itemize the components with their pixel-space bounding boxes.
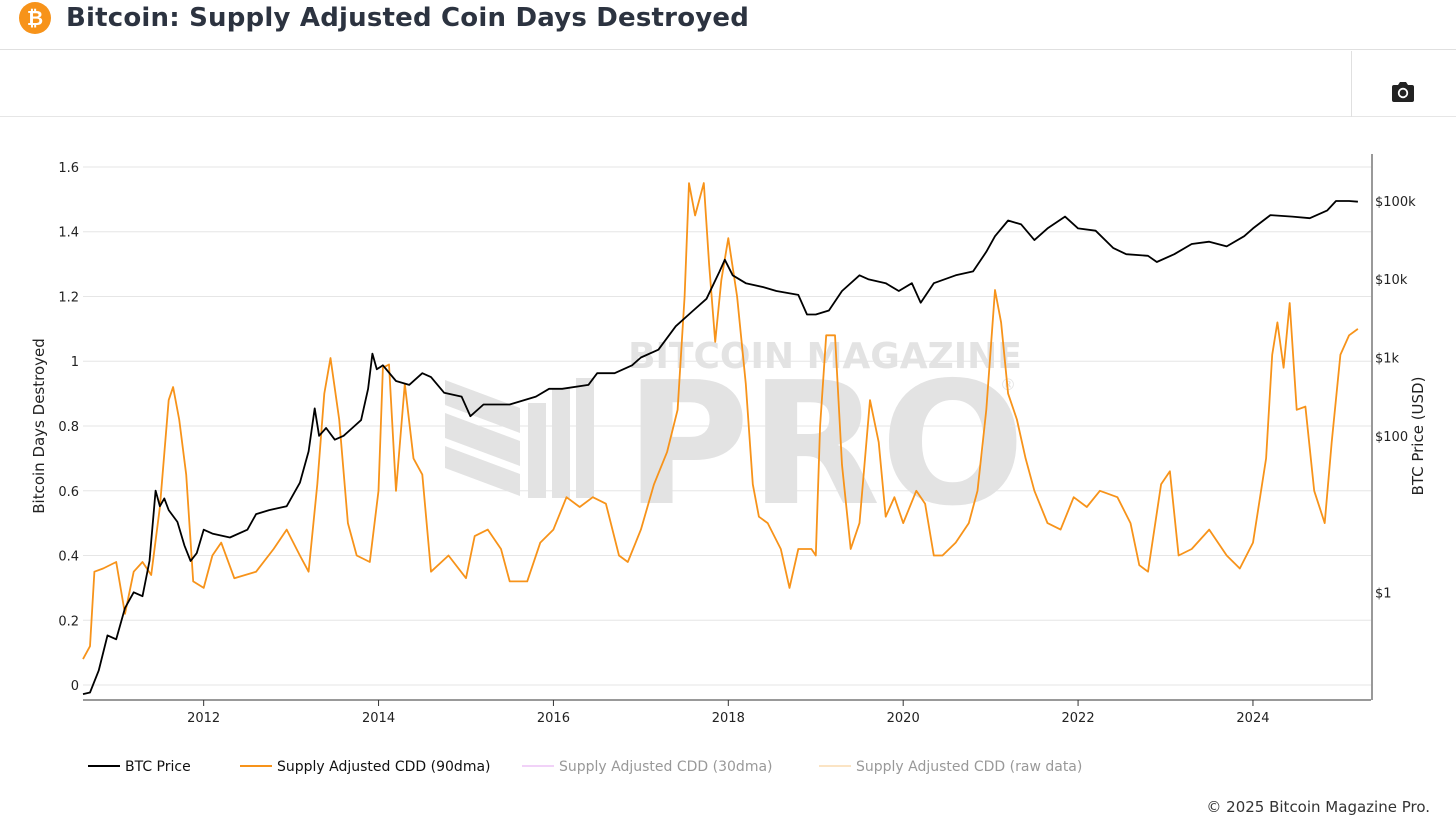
chart-area: BITCOIN MAGAZINE PRO ® 0 0.2 0.4 0.6 0.8 1 1.2… (0, 118, 1456, 798)
y-left-tick-label: 1.2 (58, 290, 79, 305)
y-left-tick-label: 0.4 (58, 550, 79, 565)
legend-item-label[interactable]: Supply Adjusted CDD (raw data) (856, 759, 1082, 775)
x-tick-label: 2022 (1062, 711, 1095, 726)
chart-toolbar (0, 51, 1456, 117)
y-left-tick-label: 0 (71, 679, 79, 694)
x-tick-label: 2018 (712, 711, 745, 726)
x-tick-label: 2020 (887, 711, 920, 726)
y-right-tick-label: $10k (1375, 273, 1408, 288)
x-tick-label: 2014 (362, 711, 395, 726)
series-line-cdd-90dma (82, 182, 1359, 660)
y-left-axis-title: Bitcoin Days Destroyed (30, 338, 48, 514)
y-right-tick-label: $1 (1375, 586, 1392, 601)
y-left-tick-label: 0.8 (58, 420, 79, 435)
y-left-tick-label: 0.2 (58, 614, 79, 629)
x-tick-label: 2016 (537, 711, 570, 726)
y-right-axis-title: BTC Price (USD) (1409, 377, 1427, 496)
toolbar-divider (1351, 51, 1352, 117)
y-left-tick-label: 1.6 (58, 161, 79, 176)
y-right-tick-label: $1k (1375, 352, 1400, 367)
y-right-tick-label: $100k (1375, 195, 1416, 210)
legend: BTC Price Supply Adjusted CDD (90dma) Supp… (88, 759, 1082, 775)
y-left-tick-label: 0.6 (58, 485, 79, 500)
y-left-tick-label: 1.4 (58, 226, 79, 241)
page-header: ₿ Bitcoin: Supply Adjusted Coin Days Des… (0, 0, 1456, 50)
x-tick-label: 2024 (1236, 711, 1269, 726)
legend-item-label[interactable]: Supply Adjusted CDD (30dma) (559, 759, 773, 775)
x-tick-label: 2012 (187, 711, 220, 726)
screenshot-button[interactable] (1390, 81, 1416, 103)
y-right-tick-label: $100 (1375, 430, 1408, 445)
legend-item-label[interactable]: Supply Adjusted CDD (90dma) (277, 759, 491, 775)
page-title: Bitcoin: Supply Adjusted Coin Days Destr… (66, 3, 750, 33)
camera-icon (1392, 82, 1414, 102)
chart-svg: BITCOIN MAGAZINE PRO ® 0 0.2 0.4 0.6 0.8 1 1.2… (30, 154, 1427, 775)
watermark-logo-icon (445, 378, 594, 498)
copyright-text: © 2025 Bitcoin Magazine Pro. (1206, 798, 1430, 816)
bitcoin-logo-icon: ₿ (19, 2, 51, 34)
axes: 0 0.2 0.4 0.6 0.8 1 1.2 1.4 1.6 $1 $100 $1k $10k $100… (30, 154, 1427, 726)
y-left-tick-label: 1 (71, 355, 79, 370)
watermark-line2: PRO (625, 346, 1025, 544)
bitcoin-logo-glyph: ₿ (26, 6, 44, 30)
grid-lines (83, 166, 1371, 686)
series-line-btc-price (82, 200, 1358, 695)
legend-item-label[interactable]: BTC Price (125, 759, 191, 775)
series-lines (82, 182, 1359, 695)
watermark: BITCOIN MAGAZINE PRO ® (445, 336, 1025, 544)
